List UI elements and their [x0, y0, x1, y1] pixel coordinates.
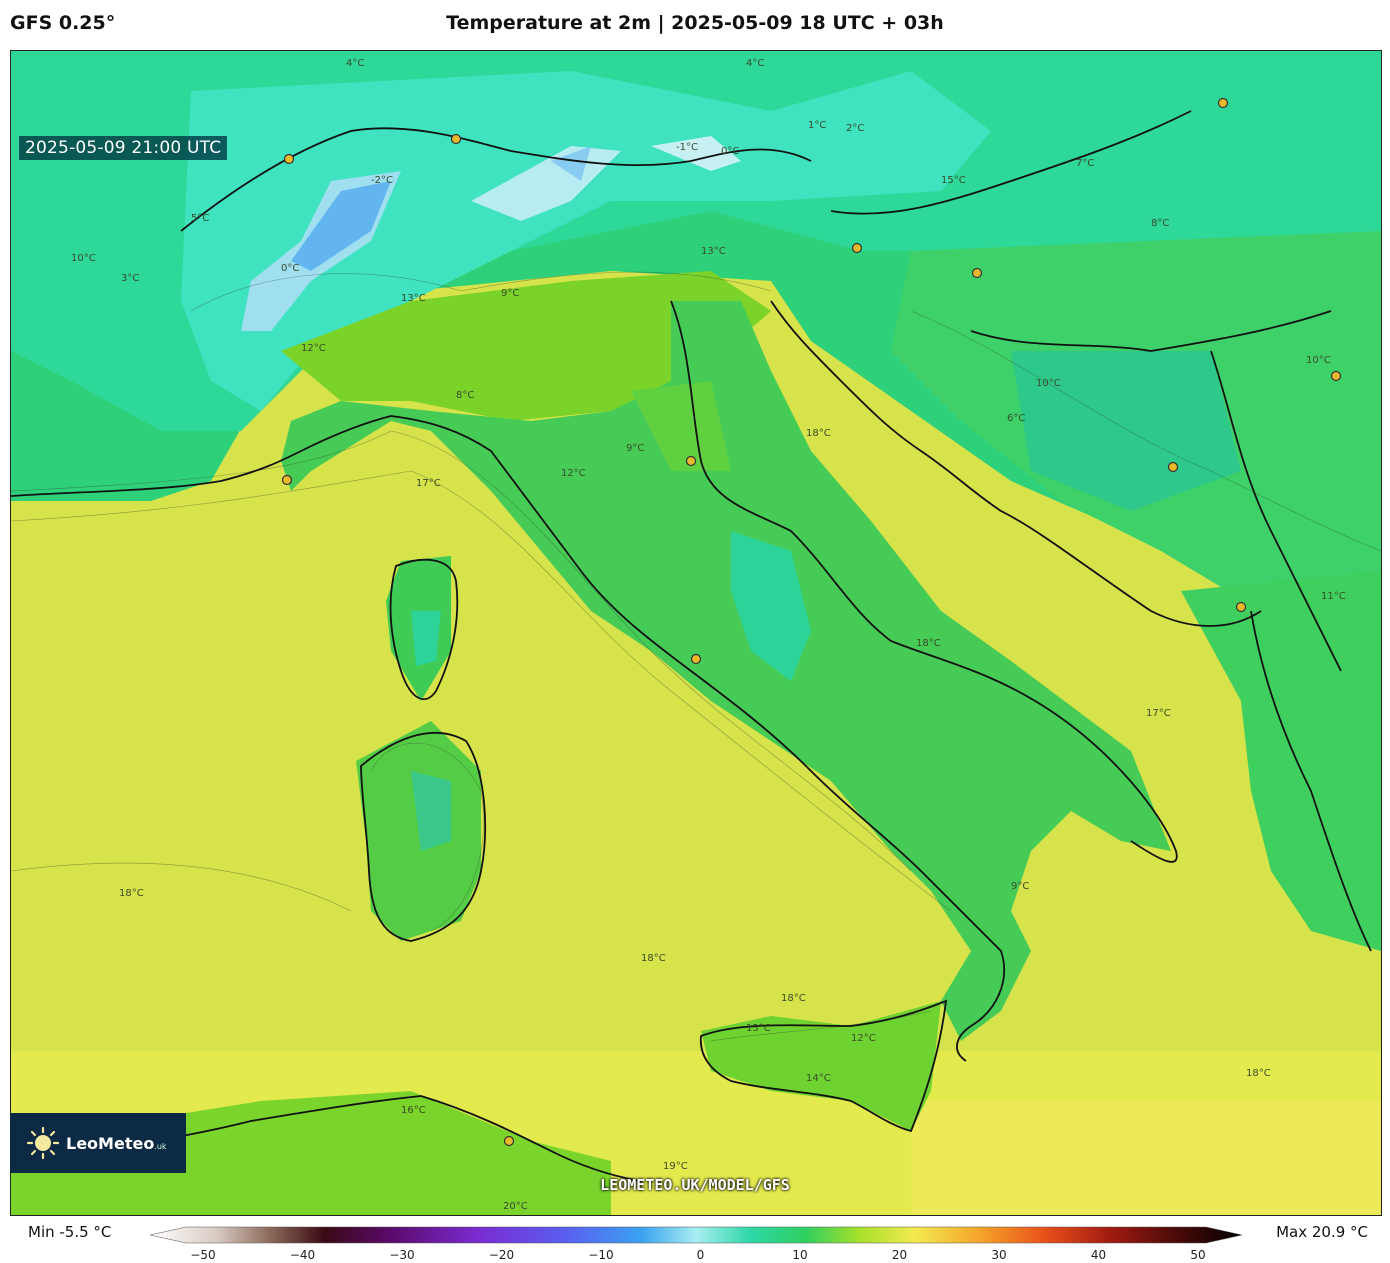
contour-label: 10°C: [1036, 378, 1061, 389]
scale-tick: 30: [991, 1248, 1007, 1262]
map-canvas: 18°C 18°C 18°C 18°C 18°C 17°C 17°C 12°C …: [11, 51, 1381, 1215]
color-scale-bar: [150, 1226, 1242, 1244]
contour-label: 9°C: [501, 288, 519, 299]
contour-label: 3°C: [121, 273, 139, 284]
contour-label: 13°C: [401, 293, 426, 304]
source-url: LEOMETEO.UK/MODEL/GFS: [600, 1176, 790, 1194]
contour-label: 0°C: [281, 263, 299, 274]
contour-label: 18°C: [641, 953, 666, 964]
contour-label: 18°C: [916, 638, 941, 649]
contour-label: 18°C: [119, 888, 144, 899]
contour-label: 12°C: [851, 1033, 876, 1044]
contour-label: 13°C: [746, 1023, 771, 1034]
scale-tick: −10: [588, 1248, 614, 1262]
contour-label: 8°C: [456, 390, 474, 401]
contour-label: 16°C: [401, 1105, 426, 1116]
sicily: [701, 1001, 941, 1131]
po-valley: [281, 271, 771, 421]
scale-tick: 0: [696, 1248, 705, 1262]
min-temperature-label: Min -5.5 °C: [28, 1223, 112, 1241]
scale-tick: −20: [488, 1248, 515, 1262]
leometeo-logo: LeoMeteo.uk: [10, 1113, 186, 1173]
coastlines: [11, 110, 1372, 1182]
contour-labels: 18°C 18°C 18°C 18°C 18°C 17°C 17°C 12°C …: [71, 58, 1346, 1212]
contour-label: 0°C: [721, 146, 739, 157]
contour-label: 10°C: [71, 253, 96, 264]
contour-label: 18°C: [1246, 1068, 1271, 1079]
contour-label: -2°C: [371, 175, 393, 186]
contour-label: 4°C: [746, 58, 764, 69]
scale-tick: 10: [792, 1248, 808, 1262]
contour-label: 10°C: [1306, 355, 1331, 366]
max-temperature-label: Max 20.9 °C: [1276, 1223, 1368, 1241]
scale-tick: −30: [389, 1248, 415, 1262]
sun-icon: [26, 1126, 60, 1160]
scale-tick: −50: [190, 1248, 216, 1262]
contour-label: 7°C: [1076, 158, 1094, 169]
contour-label: 8°C: [1151, 218, 1169, 229]
contour-label: 9°C: [626, 443, 644, 454]
contour-label: 2°C: [846, 123, 864, 134]
map-title: Temperature at 2m | 2025-05-09 18 UTC + …: [446, 12, 944, 34]
contour-label: -1°C: [676, 142, 698, 153]
contour-label: 18°C: [806, 428, 831, 439]
contour-label: 1°C: [808, 120, 826, 131]
model-label: GFS 0.25°: [10, 12, 116, 34]
scale-tick: −40: [289, 1248, 316, 1262]
contour-label: 20°C: [503, 1201, 528, 1212]
logo-text: LeoMeteo.uk: [66, 1133, 167, 1153]
contour-label: 9°C: [1011, 881, 1029, 892]
contour-label: 15°C: [941, 175, 966, 186]
scale-tick: 40: [1090, 1248, 1107, 1262]
contour-label: 14°C: [806, 1073, 831, 1084]
contour-label: 13°C: [701, 246, 726, 257]
contour-label: 18°C: [781, 993, 806, 1004]
temperature-map: 18°C 18°C 18°C 18°C 18°C 17°C 17°C 12°C …: [10, 50, 1382, 1216]
contour-label: 17°C: [1146, 708, 1171, 719]
city-markers: [281, 97, 1342, 1147]
contour-label: 12°C: [561, 468, 586, 479]
valid-time-badge: 2025-05-09 21:00 UTC: [19, 136, 228, 160]
contour-label: 11°C: [1321, 591, 1346, 602]
contour-label: 5°C: [191, 213, 209, 224]
scale-tick: 50: [1190, 1248, 1206, 1262]
scale-tick: 20: [891, 1248, 908, 1262]
contour-label: 4°C: [346, 58, 364, 69]
alps-cold: [181, 71, 991, 411]
contour-label: 19°C: [663, 1161, 688, 1172]
contour-label: 6°C: [1007, 413, 1025, 424]
contour-label: 12°C: [301, 343, 326, 354]
italy-peninsula: [281, 301, 1171, 1041]
contour-label: 17°C: [416, 478, 441, 489]
